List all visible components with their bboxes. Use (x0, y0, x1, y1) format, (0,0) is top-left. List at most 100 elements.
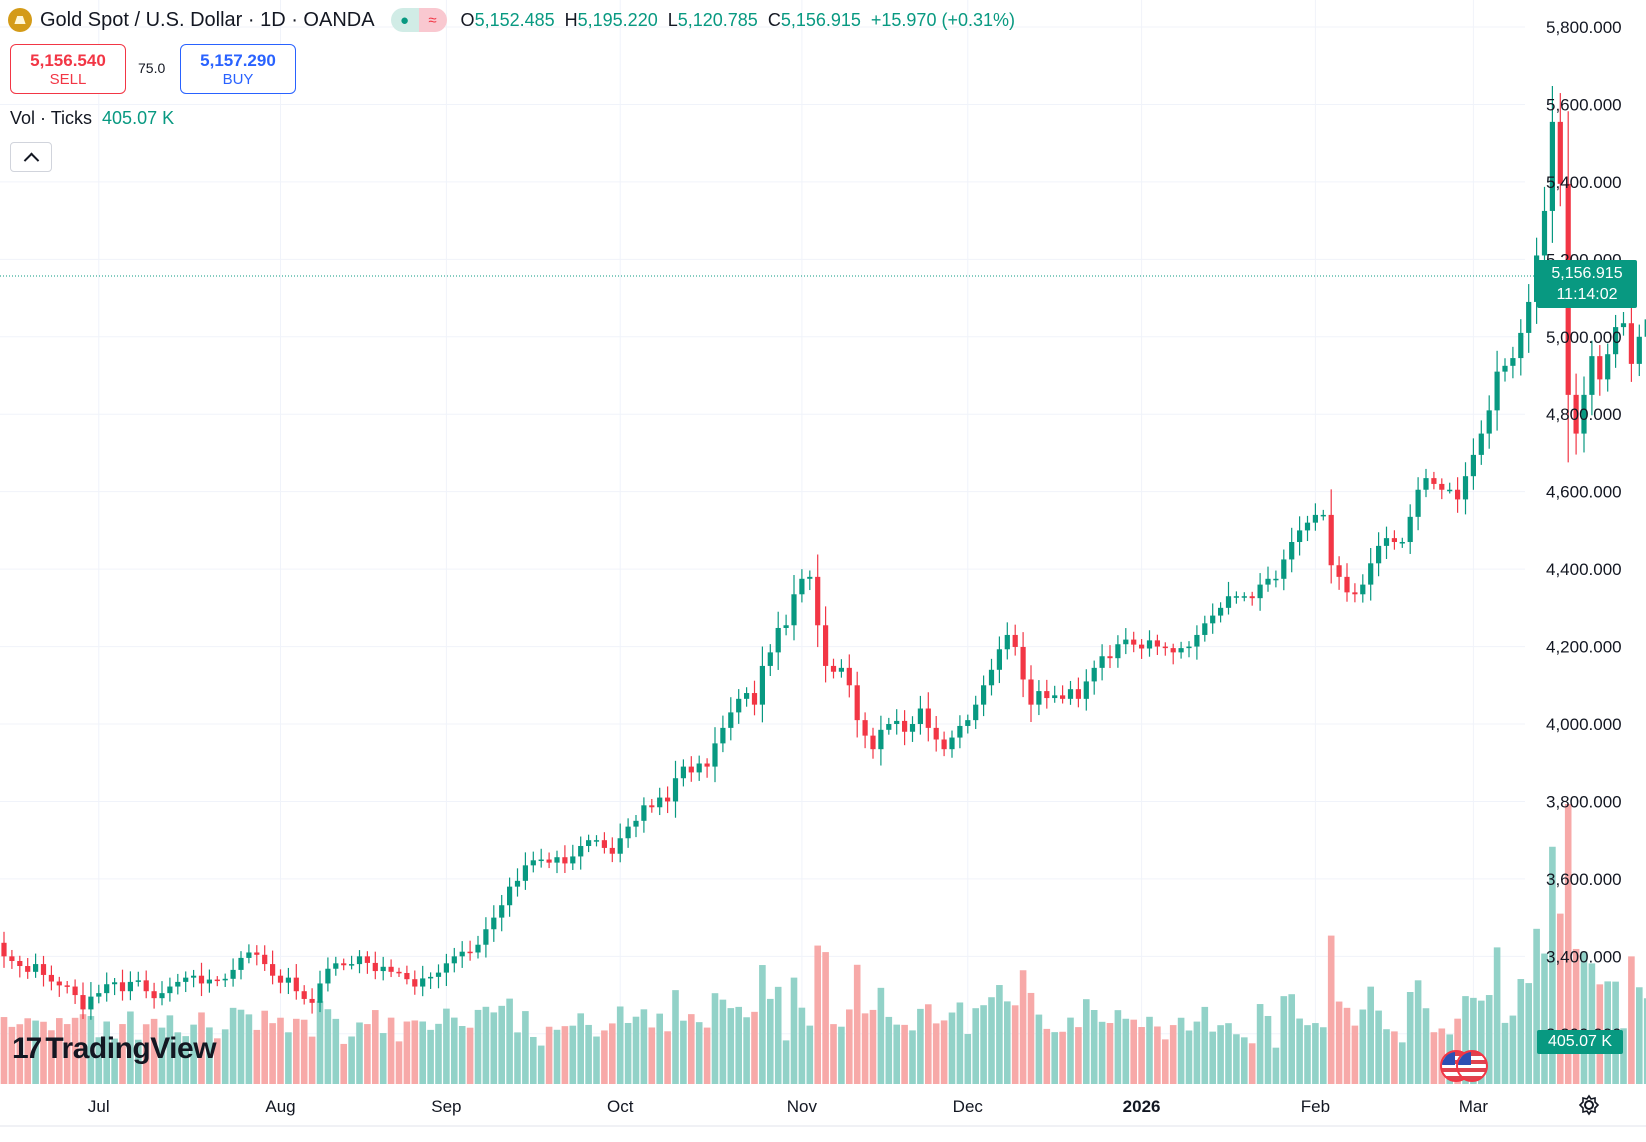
volume-bar (1304, 1025, 1311, 1084)
candle-body (1494, 371, 1500, 411)
volume-bar (1217, 1025, 1224, 1084)
candle-body (1297, 530, 1303, 543)
candle-body (712, 743, 718, 767)
tradingview-logo[interactable]: 17 TradingView (12, 1032, 217, 1066)
buy-button[interactable]: 5,157.290 BUY (180, 44, 296, 94)
volume-bar (1509, 1015, 1517, 1084)
volume-bar (1075, 1027, 1082, 1084)
delayed-data-icon: ≈ (418, 8, 447, 32)
candle-body (554, 857, 560, 863)
volume-bar (1335, 1001, 1343, 1084)
high-label: H (564, 9, 578, 30)
candle-body (1636, 336, 1642, 364)
candle-body (696, 763, 702, 773)
candle-body (996, 649, 1002, 670)
candle-body (1526, 301, 1532, 333)
us-flag-event-icon[interactable] (1456, 1050, 1488, 1082)
volume-legend[interactable]: Vol · Ticks 405.07 K (10, 108, 174, 129)
candle-body (1407, 516, 1413, 543)
volume-bar (1541, 953, 1548, 1084)
volume-bar (1557, 913, 1564, 1084)
volume-bar (8, 1026, 16, 1084)
volume-legend-value: 405.07 K (102, 108, 175, 128)
volume-bar (917, 1008, 924, 1084)
candle-body (973, 704, 979, 721)
candle-body (1439, 483, 1445, 490)
volume-bar (1383, 1029, 1390, 1084)
low-value: 5,120.785 (677, 9, 758, 30)
volume-bar (1241, 1037, 1248, 1084)
volume-bar (751, 1011, 758, 1084)
volume-bar (48, 1030, 55, 1084)
volume-bar (743, 1017, 750, 1084)
volume-bar (530, 1036, 537, 1084)
volume-bar (198, 1012, 205, 1084)
candle-body (854, 685, 860, 721)
volume-bar (1256, 1004, 1264, 1084)
volume-bar (1533, 928, 1540, 1084)
volume-bar (885, 1016, 893, 1084)
candle-body (1036, 691, 1042, 705)
volume-bar (632, 1016, 640, 1084)
volume-bar (806, 1025, 814, 1084)
candle-body (672, 778, 679, 802)
collapse-legend-button[interactable] (10, 142, 52, 172)
status-pill[interactable]: ● ≈ (390, 8, 447, 32)
candle-body (1581, 394, 1587, 434)
candle-body (1360, 584, 1366, 595)
candle-body (1344, 576, 1350, 593)
candle-body (641, 805, 647, 821)
candle-body (1541, 210, 1548, 256)
volume-bar (340, 1043, 347, 1084)
volume-bar (1162, 1039, 1169, 1084)
candle-body (17, 960, 23, 967)
candle-body (1573, 394, 1579, 434)
candle-body (1139, 644, 1145, 649)
settings-gear-icon[interactable] (1578, 1094, 1600, 1116)
candle-body (183, 977, 189, 982)
volume-bar (427, 1029, 434, 1084)
candle-body (238, 957, 244, 970)
price-axis: 3,200.0003,400.0003,600.0003,800.0004,00… (1546, 18, 1622, 1044)
volume-bar (1406, 992, 1414, 1084)
volume-bar (1367, 986, 1374, 1084)
candle-body (522, 865, 528, 881)
volume-bar (522, 1011, 529, 1084)
candle-body (499, 905, 505, 918)
volume-bar (1122, 1018, 1130, 1084)
volume-bar (498, 1005, 505, 1084)
volume-bar (537, 1045, 545, 1084)
candle-body (151, 991, 157, 999)
volume-bar (1090, 1010, 1098, 1084)
volume-bar (680, 1020, 687, 1084)
tradingview-mark-icon: 17 (12, 1032, 42, 1065)
volume-bar (174, 1032, 182, 1084)
candle-body (1462, 476, 1469, 500)
volume-bar (711, 993, 719, 1084)
volume-bar (925, 1004, 932, 1084)
candle-body (467, 951, 473, 954)
volume-bar (703, 1027, 711, 1084)
candle-body (570, 856, 576, 864)
volume-bar (403, 1021, 411, 1084)
volume-bar (1225, 1023, 1232, 1084)
sell-button[interactable]: 5,156.540 SELL (10, 44, 126, 94)
candle-body (1257, 584, 1263, 599)
candle-body (1304, 522, 1311, 531)
candle-body (1423, 478, 1429, 490)
candle-body (428, 976, 434, 979)
low-label: L (667, 9, 678, 30)
volume-bar (119, 1024, 126, 1084)
candle-body (1194, 634, 1200, 647)
candle-body (1154, 640, 1160, 647)
volume-bar (553, 1029, 561, 1084)
candle-body (159, 993, 165, 999)
candle-body (198, 975, 205, 984)
volume-bar (1620, 1028, 1627, 1084)
candle-body (301, 991, 307, 999)
volume-bar (190, 1024, 197, 1084)
candle-body (1518, 332, 1524, 359)
chart-header: Gold Spot / U.S. Dollar · 1D · OANDA ● ≈… (8, 6, 1015, 34)
symbol-title[interactable]: Gold Spot / U.S. Dollar · 1D · OANDA (40, 8, 375, 31)
